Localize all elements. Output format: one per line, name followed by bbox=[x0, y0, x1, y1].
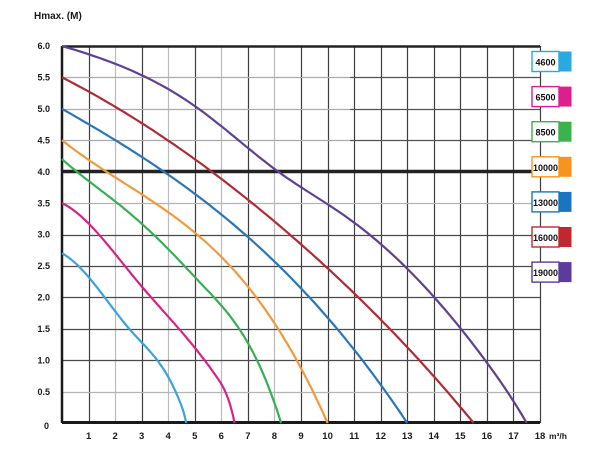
svg-text:7: 7 bbox=[245, 431, 250, 442]
svg-text:12: 12 bbox=[375, 431, 386, 442]
svg-text:10000: 10000 bbox=[533, 163, 558, 173]
svg-text:4: 4 bbox=[166, 431, 172, 442]
svg-text:5: 5 bbox=[192, 431, 198, 442]
svg-text:18: 18 bbox=[535, 431, 546, 442]
svg-text:13000: 13000 bbox=[533, 198, 558, 208]
svg-text:1.0: 1.0 bbox=[37, 355, 50, 365]
svg-text:8: 8 bbox=[272, 431, 277, 442]
svg-text:16000: 16000 bbox=[533, 233, 558, 243]
svg-text:4.0: 4.0 bbox=[37, 167, 50, 177]
svg-text:3.5: 3.5 bbox=[37, 198, 50, 208]
svg-text:4600: 4600 bbox=[535, 58, 555, 68]
svg-text:9: 9 bbox=[298, 431, 303, 442]
svg-text:1.5: 1.5 bbox=[37, 324, 50, 334]
svg-text:17: 17 bbox=[508, 431, 519, 442]
svg-text:15: 15 bbox=[455, 431, 466, 442]
svg-text:16: 16 bbox=[482, 431, 493, 442]
svg-text:6.0: 6.0 bbox=[37, 41, 50, 51]
svg-text:13: 13 bbox=[402, 431, 413, 442]
svg-text:5.5: 5.5 bbox=[37, 73, 50, 83]
svg-text:3: 3 bbox=[139, 431, 144, 442]
svg-text:11: 11 bbox=[349, 431, 360, 442]
svg-text:6: 6 bbox=[219, 431, 224, 442]
svg-text:6500: 6500 bbox=[535, 93, 555, 103]
svg-text:8500: 8500 bbox=[535, 128, 555, 138]
svg-text:3.0: 3.0 bbox=[37, 230, 50, 240]
svg-text:2.5: 2.5 bbox=[37, 261, 50, 271]
svg-text:m³/h: m³/h bbox=[549, 431, 567, 441]
svg-text:0: 0 bbox=[44, 421, 49, 431]
svg-text:10: 10 bbox=[322, 431, 333, 442]
svg-text:5.0: 5.0 bbox=[37, 104, 50, 114]
svg-text:19000: 19000 bbox=[533, 268, 558, 278]
svg-text:4.5: 4.5 bbox=[37, 136, 50, 146]
svg-text:2.0: 2.0 bbox=[37, 293, 50, 303]
svg-text:14: 14 bbox=[429, 431, 440, 442]
svg-text:2: 2 bbox=[112, 431, 117, 442]
svg-text:0.5: 0.5 bbox=[37, 387, 50, 397]
svg-text:Hmax. (M): Hmax. (M) bbox=[34, 11, 82, 22]
svg-text:1: 1 bbox=[86, 431, 92, 442]
